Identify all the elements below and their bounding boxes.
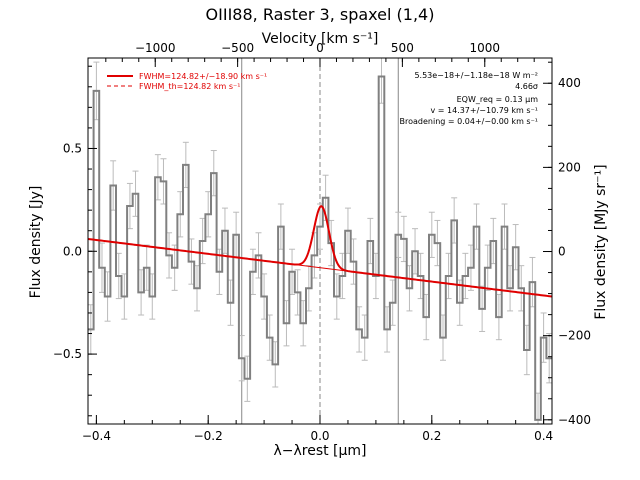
y-tick-label: −0.5 xyxy=(53,347,82,361)
gaussian-fit-curve xyxy=(87,205,553,298)
legend: FWHM=124.82+/−18.90 km s⁻¹ FWHM_th=124.8… xyxy=(107,72,267,91)
fit-annotations: 5.53e−18+/−1.18e−18 W m⁻² 4.66σ EQW_req … xyxy=(400,71,539,126)
velocity-tick-label: 1000 xyxy=(469,41,500,55)
right-axis-label: Flux density [MJy sr⁻¹] xyxy=(593,164,609,319)
annotation-equivalent-width: EQW_req = 0.13 μm xyxy=(457,95,539,104)
x-tick-label: 0.0 xyxy=(310,429,329,443)
x-tick-label: 0.4 xyxy=(534,429,553,443)
annotation-broadening: Broadening = 0.04+/−0.00 km s⁻¹ xyxy=(400,117,538,126)
velocity-tick-label: −500 xyxy=(221,41,254,55)
axis-ticks: −0.4 −0.2 0.0 0.2 0.4 −0.5 0.0 0.5 −1000 −500 0 500… xyxy=(53,41,591,443)
right-tick-label: 400 xyxy=(558,76,581,90)
velocity-tick-label: 0 xyxy=(316,41,324,55)
right-tick-label: 0 xyxy=(558,245,566,259)
velocity-tick-label: 500 xyxy=(391,41,414,55)
annotation-line-flux: 5.53e−18+/−1.18e−18 W m⁻² xyxy=(414,71,538,80)
bottom-axis-label: λ−λrest [μm] xyxy=(273,443,366,459)
right-tick-label: −400 xyxy=(558,413,591,427)
left-axis-label: Flux density [Jy] xyxy=(28,186,44,299)
y-tick-label: 0.0 xyxy=(63,244,82,258)
top-axis-label: Velocity [km s⁻¹] xyxy=(262,31,379,47)
right-tick-label: 200 xyxy=(558,160,581,174)
chart-title: OIII88, Raster 3, spaxel (1,4) xyxy=(206,5,435,24)
y-tick-label: 0.5 xyxy=(63,141,82,155)
right-tick-label: −200 xyxy=(558,329,591,343)
spectrum-step-line xyxy=(88,75,552,421)
annotation-velocity: v = 14.37+/−10.79 km s⁻¹ xyxy=(430,106,538,115)
x-tick-label: 0.2 xyxy=(422,429,441,443)
x-tick-label: −0.4 xyxy=(82,429,111,443)
annotation-significance: 4.66σ xyxy=(515,82,538,91)
velocity-tick-label: −1000 xyxy=(135,41,176,55)
gaussian-fit-layer xyxy=(87,205,553,298)
legend-entry-fwhm-th: FWHM_th=124.82 km s⁻¹ xyxy=(139,82,240,91)
legend-entry-fwhm: FWHM=124.82+/−18.90 km s⁻¹ xyxy=(139,72,267,81)
flux-spectrum-series xyxy=(88,75,552,421)
x-tick-label: −0.2 xyxy=(194,429,223,443)
